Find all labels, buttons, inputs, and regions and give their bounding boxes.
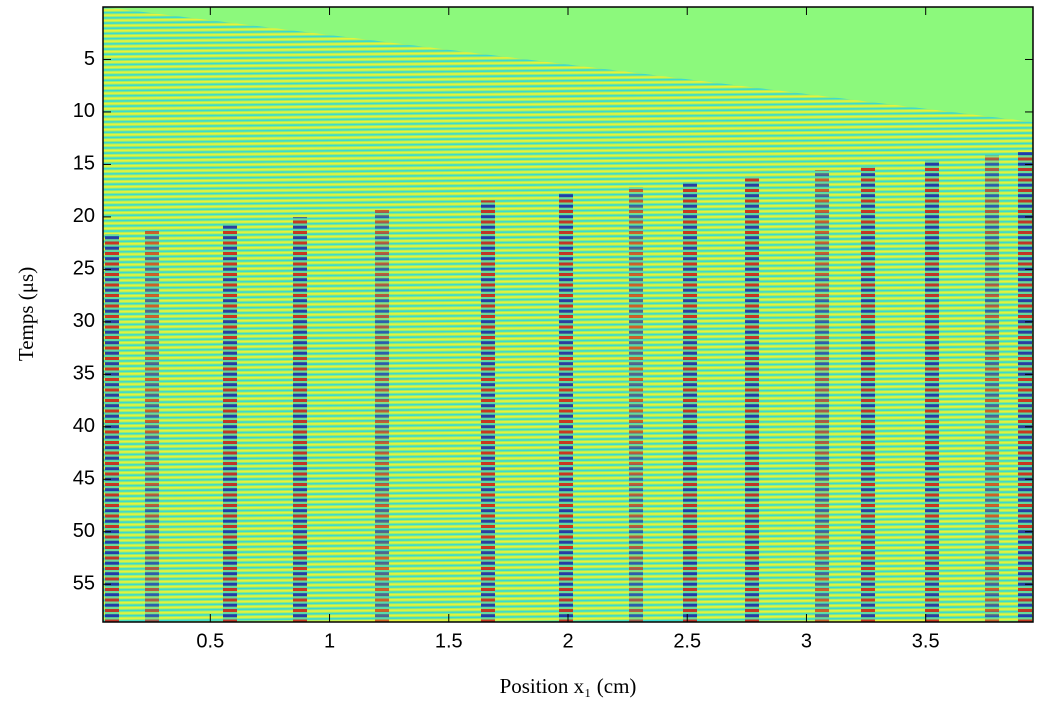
x-axis-label: Position x₁ (cm) <box>500 674 637 698</box>
y-axis-label: Temps (μs) <box>14 267 38 361</box>
band <box>861 166 875 622</box>
band <box>293 217 307 622</box>
band <box>481 200 495 622</box>
band <box>745 176 759 622</box>
band <box>145 230 159 622</box>
y-tick-label: 35 <box>73 363 95 385</box>
band <box>1018 152 1032 622</box>
x-tick-label: 1 <box>324 630 335 652</box>
x-tick-label: 2.5 <box>673 630 701 652</box>
band <box>105 234 119 622</box>
y-tick-label: 55 <box>73 572 95 594</box>
y-tick-label: 30 <box>73 310 95 332</box>
band <box>925 160 939 622</box>
x-tick-label: 3.5 <box>912 630 940 652</box>
y-tick-label: 40 <box>73 415 95 437</box>
band <box>375 209 389 622</box>
x-tick-label: 1.5 <box>435 630 463 652</box>
y-tick-label: 15 <box>73 153 95 175</box>
y-tick-label: 10 <box>73 100 95 122</box>
y-tick-label: 45 <box>73 468 95 490</box>
band <box>985 154 999 622</box>
y-tick-label: 25 <box>73 258 95 280</box>
x-tick-label: 2 <box>562 630 573 652</box>
band <box>683 182 697 622</box>
y-tick-label: 50 <box>73 520 95 542</box>
band <box>559 193 573 622</box>
x-tick-label: 0.5 <box>196 630 224 652</box>
x-tick-label: 3 <box>801 630 812 652</box>
y-tick-label: 5 <box>84 48 95 70</box>
band <box>629 187 643 622</box>
y-tick-label: 20 <box>73 205 95 227</box>
image <box>103 7 1033 622</box>
band <box>815 170 829 622</box>
band <box>223 223 237 622</box>
